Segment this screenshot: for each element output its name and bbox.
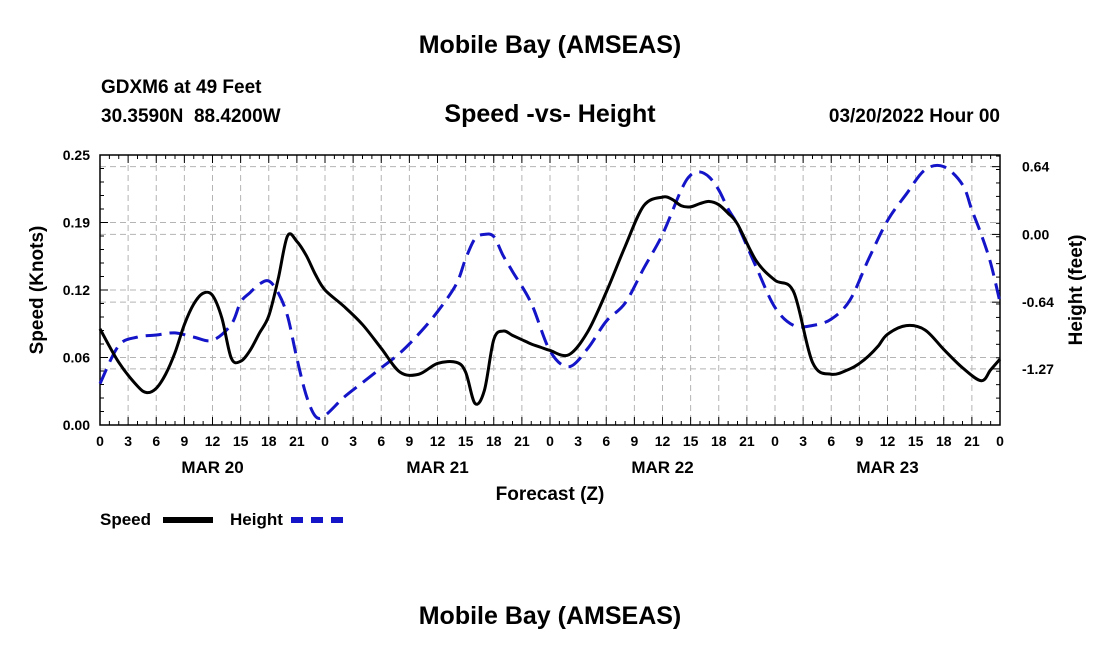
y-left-tick-label: 0.19: [63, 215, 90, 231]
x-tick-label: 21: [514, 433, 530, 449]
x-tick-label: 3: [124, 433, 132, 449]
coordinates-label: 30.3590N 88.4200W: [101, 106, 281, 127]
y-right-tick-label: -0.64: [1022, 294, 1054, 310]
height-series-line: [98, 163, 1002, 421]
x-tick-label: 6: [827, 433, 835, 449]
x-tick-label: 9: [405, 433, 413, 449]
y-right-tick-label: -1.27: [1022, 361, 1054, 377]
legend-height-label: Height: [230, 510, 283, 529]
legend-speed-label: Speed: [100, 510, 152, 529]
x-tick-label: 0: [96, 433, 104, 449]
legend-speed-swatch: [163, 517, 213, 523]
x-tick-label: 3: [574, 433, 582, 449]
y-left-tick-label: 0.00: [63, 417, 90, 433]
x-tick-label: 9: [180, 433, 188, 449]
x-tick-label: 6: [602, 433, 610, 449]
x-tick-label: 0: [546, 433, 554, 449]
x-tick-label: 12: [430, 433, 446, 449]
x-tick-label: 15: [683, 433, 699, 449]
day-label: MAR 20: [181, 458, 243, 477]
x-tick-label: 18: [711, 433, 727, 449]
x-tick-label: 18: [486, 433, 502, 449]
x-tick-label: 15: [458, 433, 474, 449]
speed-series-line: [98, 195, 1002, 406]
x-tick-label: 9: [855, 433, 863, 449]
y-left-axis-label: Speed (Knots): [27, 226, 48, 355]
x-tick-label: 3: [349, 433, 357, 449]
y-left-tick-label: 0.12: [63, 282, 90, 298]
x-tick-label: 21: [964, 433, 980, 449]
day-label: MAR 21: [406, 458, 468, 477]
x-tick-label: 0: [771, 433, 779, 449]
x-tick-label: 15: [908, 433, 924, 449]
x-tick-label: 6: [377, 433, 385, 449]
y-left-tick-label: 0.06: [63, 350, 90, 366]
x-tick-label: 18: [261, 433, 277, 449]
forecast-datetime: 03/20/2022 Hour 00: [828, 106, 1000, 127]
y-right-tick-label: 0.64: [1022, 159, 1049, 175]
y-left-tick-label: 0.25: [63, 147, 90, 163]
x-axis-label: Forecast (Z): [496, 484, 605, 505]
x-tick-label: 21: [289, 433, 305, 449]
x-tick-label: 15: [233, 433, 249, 449]
x-tick-label: 0: [321, 433, 329, 449]
day-label: MAR 22: [631, 458, 693, 477]
legend-height-swatch: [291, 517, 343, 523]
x-tick-label: 0: [996, 433, 1004, 449]
x-tick-label: 9: [630, 433, 638, 449]
y-right-tick-label: 0.00: [1022, 226, 1049, 242]
footer-title: Mobile Bay (AMSEAS): [418, 602, 682, 630]
x-tick-label: 18: [936, 433, 952, 449]
x-tick-label: 12: [880, 433, 896, 449]
page-title: Mobile Bay (AMSEAS): [418, 31, 682, 59]
chart-title: Speed -vs- Height: [444, 100, 656, 128]
station-label: GDXM6 at 49 Feet: [101, 77, 262, 98]
x-tick-label: 12: [655, 433, 671, 449]
x-tick-label: 3: [799, 433, 807, 449]
y-right-axis-label: Height (feet): [1066, 235, 1087, 346]
x-tick-label: 21: [739, 433, 755, 449]
x-tick-label: 12: [205, 433, 221, 449]
day-label: MAR 23: [856, 458, 918, 477]
x-tick-label: 6: [152, 433, 160, 449]
